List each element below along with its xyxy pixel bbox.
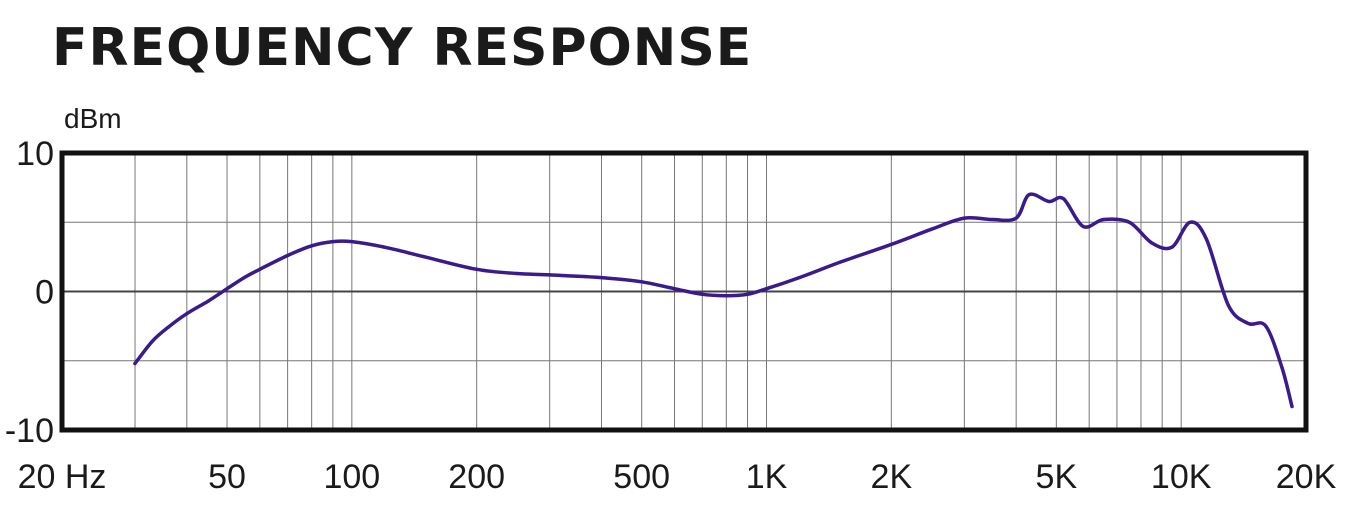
x-tick-label: 100 xyxy=(323,458,380,496)
chart-title: FREQUENCY RESPONSE xyxy=(52,18,753,78)
y-tick-label: 10 xyxy=(16,135,54,173)
data-point xyxy=(1127,220,1131,224)
data-point xyxy=(286,253,290,258)
data-point xyxy=(1246,321,1250,325)
data-point xyxy=(1061,197,1065,201)
y-tick-labels: 10 0 -10 xyxy=(5,135,54,450)
data-point xyxy=(150,339,154,343)
data-point xyxy=(225,287,229,291)
data-point xyxy=(548,273,552,277)
data-point xyxy=(383,245,387,249)
x-tick-label: 500 xyxy=(613,458,670,496)
plot-frame xyxy=(59,150,1309,433)
data-point xyxy=(640,280,644,284)
data-point xyxy=(331,240,335,244)
data-point xyxy=(672,287,677,291)
data-point xyxy=(1081,224,1085,228)
x-tick-labels: 20 Hz 50 100 200 500 1K 2K 5K 10K 20K xyxy=(18,458,1337,496)
data-point xyxy=(185,312,189,316)
data-point xyxy=(1014,216,1018,220)
data-point xyxy=(475,267,479,271)
data-point xyxy=(1226,303,1230,307)
data-point xyxy=(423,255,427,259)
x-tick-label: 1K xyxy=(746,458,788,496)
y-axis-label: dBm xyxy=(64,103,122,134)
data-point xyxy=(258,267,262,271)
data-point xyxy=(797,276,801,280)
data-point xyxy=(599,276,604,280)
data-point xyxy=(1102,217,1106,222)
data-point xyxy=(962,216,967,220)
data-point xyxy=(929,227,934,231)
data-point xyxy=(1047,199,1051,204)
y-tick-label: 0 xyxy=(35,274,54,312)
x-tick-label: 20 Hz xyxy=(18,458,107,496)
data-point xyxy=(1150,241,1154,245)
y-tick-label: -10 xyxy=(5,412,54,450)
data-point xyxy=(764,287,769,291)
data-point xyxy=(990,217,994,222)
data-point xyxy=(166,325,170,330)
series-line xyxy=(133,192,1294,409)
data-point xyxy=(837,260,842,264)
data-point xyxy=(724,294,728,298)
data-points xyxy=(133,193,1294,409)
data-point xyxy=(1027,193,1031,197)
data-point xyxy=(1188,220,1192,224)
data-point xyxy=(1170,245,1174,249)
x-tick-label: 200 xyxy=(448,458,505,496)
data-point xyxy=(700,292,704,296)
data-point xyxy=(242,276,246,280)
data-point xyxy=(1204,237,1208,241)
x-tick-label: 5K xyxy=(1036,458,1078,496)
data-point xyxy=(133,361,137,366)
data-point xyxy=(515,271,519,276)
data-point xyxy=(1280,366,1284,370)
data-point xyxy=(745,292,750,296)
x-tick-label: 2K xyxy=(871,458,913,496)
x-tick-label: 50 xyxy=(208,458,246,496)
data-point xyxy=(1290,404,1294,409)
data-point xyxy=(1264,324,1268,328)
x-tick-label: 20K xyxy=(1276,458,1337,496)
data-point xyxy=(889,242,893,246)
x-tick-label: 10K xyxy=(1151,458,1212,496)
data-point xyxy=(310,244,314,248)
data-point xyxy=(206,299,210,303)
data-point xyxy=(350,240,354,244)
